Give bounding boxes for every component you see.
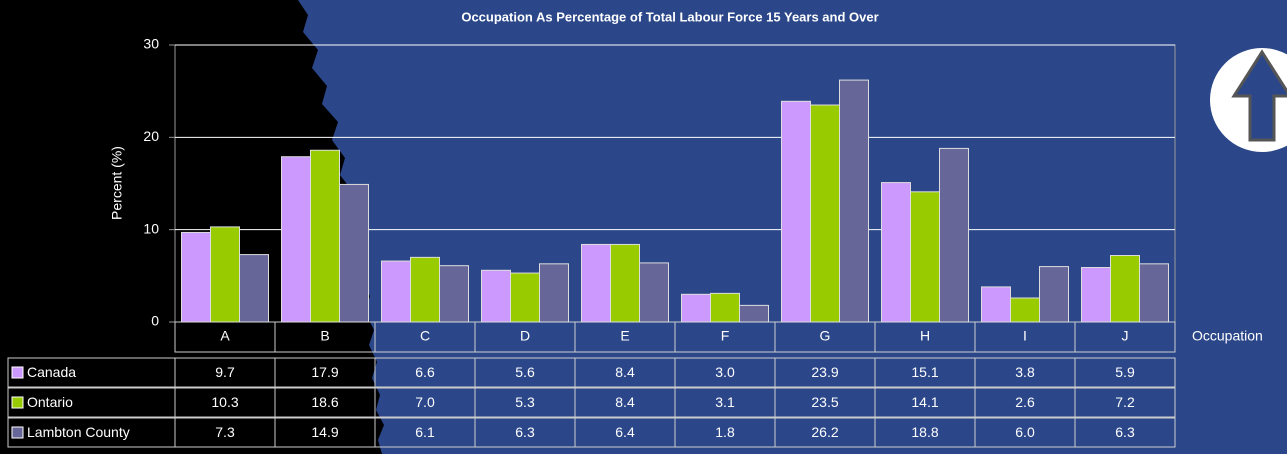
bar	[681, 293, 711, 323]
x-tick-label: C	[420, 328, 430, 344]
bar	[410, 256, 440, 323]
legend-swatch	[11, 396, 24, 409]
bar	[1110, 255, 1140, 323]
bar	[381, 260, 411, 323]
bar	[710, 292, 740, 323]
legend-label: Ontario	[27, 394, 73, 410]
bar	[939, 147, 969, 323]
y-tick-label: 20	[143, 128, 159, 144]
bar	[1039, 266, 1069, 323]
y-tick-label: 10	[143, 220, 159, 236]
table-cell	[1074, 387, 1176, 418]
bar	[439, 265, 469, 323]
legend-swatch	[11, 426, 24, 439]
table-value: 18.6	[311, 394, 338, 410]
bar	[610, 243, 640, 323]
bar	[1139, 263, 1169, 323]
table-value: 3.1	[715, 394, 735, 410]
table-value: 9.7	[215, 364, 235, 380]
table-value: 3.0	[715, 364, 735, 380]
y-tick-label: 0	[151, 313, 159, 329]
x-tick-label: A	[220, 328, 230, 344]
bar	[810, 104, 840, 323]
table-value: 23.9	[811, 364, 838, 380]
table-value: 7.3	[215, 424, 235, 440]
y-axis-label: Percent (%)	[109, 146, 125, 220]
table-value: 3.8	[1015, 364, 1035, 380]
bar	[339, 183, 369, 323]
bar	[739, 304, 769, 323]
bar	[581, 243, 611, 323]
table-value: 15.1	[911, 364, 938, 380]
table-value: 26.2	[811, 424, 838, 440]
y-tick-label: 30	[143, 36, 159, 52]
bar	[239, 254, 269, 323]
bar	[510, 272, 540, 323]
table-value: 6.4	[615, 424, 635, 440]
table-value: 6.1	[415, 424, 435, 440]
x-axis-label: Occupation	[1192, 328, 1263, 344]
legend-label: Canada	[27, 364, 76, 380]
table-value: 6.3	[515, 424, 535, 440]
table-value: 10.3	[211, 394, 238, 410]
bar	[281, 156, 311, 323]
table-value: 6.3	[1115, 424, 1135, 440]
table-value: 6.0	[1015, 424, 1035, 440]
bar	[781, 100, 811, 323]
table-value: 7.2	[1115, 394, 1135, 410]
up-arrow-icon	[1210, 48, 1287, 152]
bar	[210, 226, 240, 323]
bar	[181, 231, 211, 323]
x-tick-label: E	[620, 328, 629, 344]
bar	[539, 263, 569, 323]
table-value: 5.6	[515, 364, 535, 380]
table-value: 14.9	[311, 424, 338, 440]
legend-label: Lambton County	[27, 424, 130, 440]
x-tick-label: B	[320, 328, 329, 344]
table-value: 5.9	[1115, 364, 1135, 380]
x-tick-label: J	[1122, 328, 1129, 344]
table-value: 5.3	[515, 394, 535, 410]
table-value: 17.9	[311, 364, 338, 380]
bar	[839, 79, 869, 323]
table-value: 14.1	[911, 394, 938, 410]
bar	[981, 286, 1011, 323]
x-tick-label: G	[820, 328, 831, 344]
x-tick-label: D	[520, 328, 530, 344]
legend-swatch	[11, 366, 24, 379]
table-value: 6.6	[415, 364, 435, 380]
table-value: 7.0	[415, 394, 435, 410]
bar	[910, 191, 940, 323]
x-tick-label: I	[1023, 328, 1027, 344]
x-tick-label: F	[721, 328, 730, 344]
table-cell	[1074, 417, 1176, 448]
bar	[1010, 297, 1040, 323]
table-value: 18.8	[911, 424, 938, 440]
table-value: 8.4	[615, 394, 635, 410]
table-value: 2.6	[1015, 394, 1035, 410]
table-value: 1.8	[715, 424, 735, 440]
x-tick-label: H	[920, 328, 930, 344]
chart-title: Occupation As Percentage of Total Labour…	[461, 9, 878, 24]
table-value: 8.4	[615, 364, 635, 380]
bar	[481, 269, 511, 323]
bar	[881, 182, 911, 323]
bar	[310, 149, 340, 323]
bar	[1081, 267, 1111, 323]
table-value: 23.5	[811, 394, 838, 410]
bar	[639, 262, 669, 323]
table-cell	[1074, 357, 1176, 388]
